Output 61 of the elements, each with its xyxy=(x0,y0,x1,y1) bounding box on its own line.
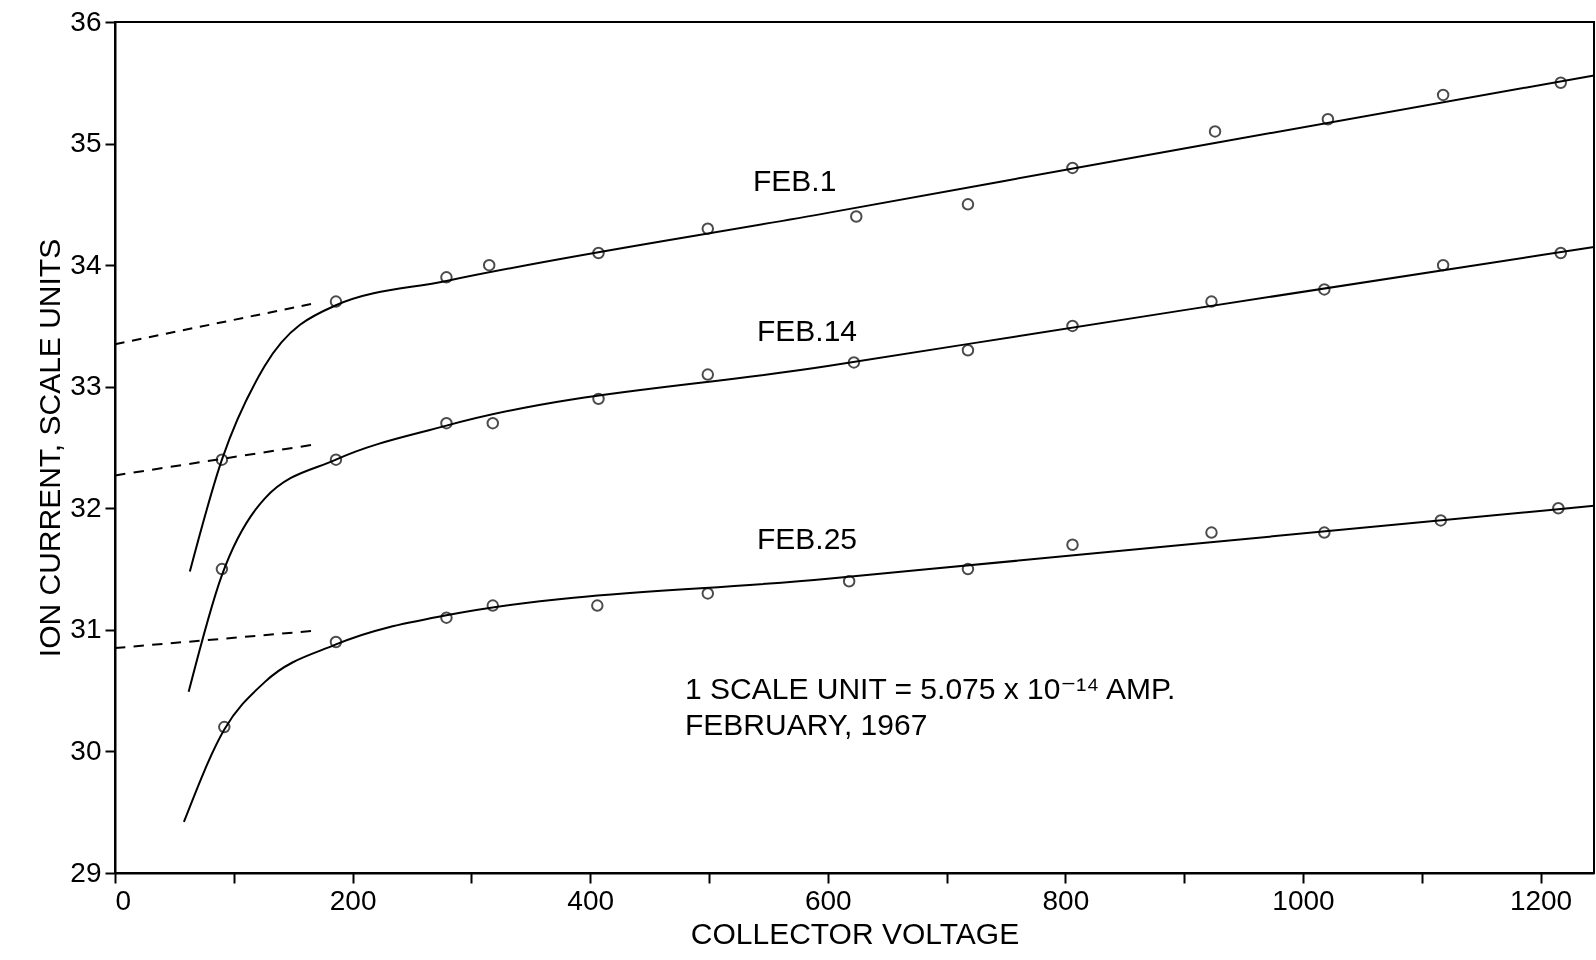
y-tick-label: 33 xyxy=(70,370,102,402)
point xyxy=(1436,88,1450,102)
point xyxy=(961,562,975,576)
point xyxy=(1318,283,1331,296)
annotation: 1 SCALE UNIT = 5.075 x 10⁻¹⁴ AMP. xyxy=(685,672,1176,705)
point xyxy=(1321,113,1335,126)
point xyxy=(1436,258,1450,272)
x-axis-title: COLLECTOR VOLTAGE xyxy=(690,916,1020,950)
annotation: FEB.14 xyxy=(757,314,858,347)
point xyxy=(215,453,229,466)
y-tick-label: 29 xyxy=(70,856,102,888)
x-tick-label: 400 xyxy=(567,884,615,916)
point xyxy=(1205,526,1218,539)
point xyxy=(440,271,453,284)
point xyxy=(1066,161,1079,175)
point xyxy=(486,416,500,430)
point xyxy=(215,562,229,576)
x-tick-label: 600 xyxy=(804,884,852,916)
point xyxy=(440,611,453,624)
point xyxy=(850,210,863,223)
point xyxy=(591,599,604,612)
y-tick-label: 36 xyxy=(70,5,102,37)
annotation: FEBRUARY, 1967 xyxy=(685,708,928,741)
point xyxy=(218,720,231,734)
point xyxy=(1554,76,1567,90)
point xyxy=(592,392,605,406)
point xyxy=(1066,538,1079,551)
y-axis-title: ION CURRENT, SCALE UNITS xyxy=(33,238,67,658)
x-tick-label: 800 xyxy=(1042,884,1090,916)
point xyxy=(440,416,453,430)
point xyxy=(1554,246,1567,260)
point xyxy=(842,574,856,588)
annotation: FEB.25 xyxy=(757,522,858,555)
point xyxy=(1208,125,1222,138)
y-tick-label: 30 xyxy=(70,734,102,766)
point xyxy=(701,222,715,235)
point xyxy=(1434,514,1447,527)
point xyxy=(486,599,500,612)
point xyxy=(1066,319,1079,333)
point xyxy=(961,344,975,357)
x-tick-label: 1000 xyxy=(1272,884,1335,916)
point xyxy=(701,587,715,600)
y-tick-label: 31 xyxy=(70,613,102,645)
annotation: FEB.1 xyxy=(753,164,837,197)
y-tick-label: 32 xyxy=(70,491,102,523)
x-tick-label: 1200 xyxy=(1509,884,1573,916)
point xyxy=(329,453,343,466)
point xyxy=(961,198,975,211)
point xyxy=(847,356,861,369)
point xyxy=(592,246,605,260)
point xyxy=(329,635,343,649)
x-tick-label: 0 xyxy=(115,884,132,916)
y-tick-label: 34 xyxy=(70,248,102,280)
point xyxy=(1318,526,1331,539)
point xyxy=(1205,295,1218,308)
x-tick-label: 200 xyxy=(329,884,377,916)
point xyxy=(329,295,343,308)
point xyxy=(701,368,715,381)
point xyxy=(482,258,496,272)
point xyxy=(1552,502,1565,515)
y-tick-label: 35 xyxy=(70,127,102,159)
